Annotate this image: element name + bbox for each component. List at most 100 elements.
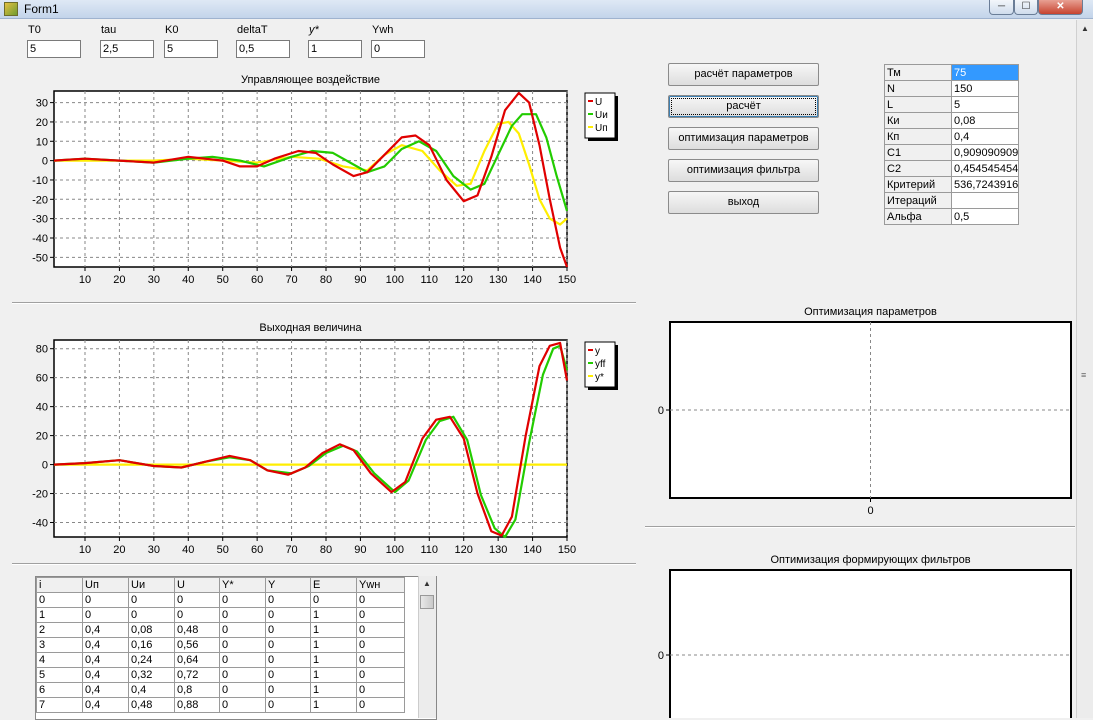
param-value[interactable]: 536,7243916 [951, 176, 1019, 193]
grid-cell[interactable]: 0 [219, 607, 266, 623]
grid-cell[interactable]: 0 [356, 652, 405, 668]
grid-cell[interactable]: 0,16 [128, 637, 175, 653]
param-input-deltat[interactable] [236, 40, 290, 58]
window-scrollbar[interactable]: ▲ ≡ [1076, 20, 1093, 718]
grid-column-header[interactable]: U [174, 577, 220, 593]
grid-cell[interactable]: 0,8 [174, 682, 220, 698]
grid-cell[interactable]: 0 [310, 592, 357, 608]
param-row[interactable]: C1 0,909090909 [884, 144, 1019, 161]
grid-cell[interactable]: 1 [310, 667, 357, 683]
grid-cell[interactable]: 0 [265, 667, 311, 683]
grid-cell[interactable]: 4 [36, 652, 83, 668]
grid-cell[interactable]: 0 [174, 592, 220, 608]
scroll-up-icon[interactable]: ▲ [423, 579, 431, 588]
grid-cell[interactable]: 0 [265, 682, 311, 698]
grid-cell[interactable]: 0 [356, 682, 405, 698]
grid-cell[interactable]: 7 [36, 697, 83, 713]
grid-cell[interactable]: 0 [356, 697, 405, 713]
grid-column-header[interactable]: Uп [82, 577, 129, 593]
param-row[interactable]: Ки 0,08 [884, 112, 1019, 129]
grid-cell[interactable]: 0 [356, 622, 405, 638]
grid-cell[interactable]: 0 [356, 607, 405, 623]
grid-cell[interactable]: 0 [265, 697, 311, 713]
grid-cell[interactable]: 1 [310, 607, 357, 623]
param-value[interactable]: 0,4 [951, 128, 1019, 145]
grid-cell[interactable]: 0 [128, 607, 175, 623]
grid-cell[interactable]: 1 [310, 637, 357, 653]
param-row[interactable]: Кп 0,4 [884, 128, 1019, 145]
param-value[interactable]: 0,08 [951, 112, 1019, 129]
param-row[interactable]: Критерий 536,7243916 [884, 176, 1019, 193]
param-value[interactable] [951, 192, 1019, 209]
minimize-button[interactable]: ─ [989, 0, 1014, 15]
grid-cell[interactable]: 0 [82, 607, 129, 623]
grid-cell[interactable]: 0,72 [174, 667, 220, 683]
grid-cell[interactable]: 0,64 [174, 652, 220, 668]
param-value[interactable]: 5 [951, 96, 1019, 113]
grid-cell[interactable]: 0,4 [82, 697, 129, 713]
grid-cell[interactable]: 1 [310, 682, 357, 698]
grid-cell[interactable]: 0 [356, 637, 405, 653]
grid-cell[interactable]: 2 [36, 622, 83, 638]
param-input-ywh[interactable] [371, 40, 425, 58]
maximize-button[interactable]: ☐ [1014, 0, 1038, 15]
calc-button[interactable]: расчёт [668, 95, 819, 118]
param-value[interactable]: 0,909090909 [951, 144, 1019, 161]
grid-cell[interactable]: 0 [174, 607, 220, 623]
grid-row[interactable]: 5 0,4 0,32 0,72 0 0 1 0 [36, 667, 405, 683]
exit-button[interactable]: выход [668, 191, 819, 214]
grid-column-header[interactable]: Y* [219, 577, 266, 593]
grid-cell[interactable]: 0,32 [128, 667, 175, 683]
param-input-t0[interactable] [27, 40, 81, 58]
grid-column-header[interactable]: Uи [128, 577, 175, 593]
grid-cell[interactable]: 0 [219, 652, 266, 668]
grid-cell[interactable]: 5 [36, 667, 83, 683]
grid-cell[interactable]: 0,08 [128, 622, 175, 638]
grid-cell[interactable]: 0,48 [174, 622, 220, 638]
grid-cell[interactable]: 0 [128, 592, 175, 608]
grid-cell[interactable]: 0,4 [128, 682, 175, 698]
grid-cell[interactable]: 0,4 [82, 682, 129, 698]
grid-cell[interactable]: 0 [265, 622, 311, 638]
param-input-tau[interactable] [100, 40, 154, 58]
param-row[interactable]: Итераций [884, 192, 1019, 209]
grid-cell[interactable]: 0 [219, 592, 266, 608]
param-row[interactable]: N 150 [884, 80, 1019, 97]
grid-row[interactable]: 4 0,4 0,24 0,64 0 0 1 0 [36, 652, 405, 668]
grid-column-header[interactable]: Ywн [356, 577, 405, 593]
param-input-k0[interactable] [164, 40, 218, 58]
grid-cell[interactable]: 0 [219, 637, 266, 653]
param-input-ystar[interactable] [308, 40, 362, 58]
grid-cell[interactable]: 1 [310, 652, 357, 668]
close-button[interactable]: ✕ [1038, 0, 1083, 15]
optimize-filter-button[interactable]: оптимизация фильтра [668, 159, 819, 182]
grid-cell[interactable]: 3 [36, 637, 83, 653]
grid-cell[interactable]: 6 [36, 682, 83, 698]
grid-cell[interactable]: 0,4 [82, 652, 129, 668]
grid-cell[interactable]: 0 [219, 667, 266, 683]
grid-cell[interactable]: 0 [356, 592, 405, 608]
grid-cell[interactable]: 0 [265, 637, 311, 653]
calc-params-button[interactable]: расчёт параметров [668, 63, 819, 86]
grid-row[interactable]: 2 0,4 0,08 0,48 0 0 1 0 [36, 622, 405, 638]
grid-cell[interactable]: 0,4 [82, 667, 129, 683]
grid-cell[interactable]: 1 [310, 622, 357, 638]
scroll-grip-icon[interactable]: ≡ [1081, 370, 1087, 380]
grid-scrollbar[interactable]: ▲ [418, 576, 436, 718]
grid-cell[interactable]: 0 [265, 652, 311, 668]
param-value[interactable]: 75 [951, 64, 1019, 81]
scroll-thumb[interactable] [420, 595, 434, 609]
param-row[interactable]: Альфа 0,5 [884, 208, 1019, 225]
grid-cell[interactable]: 0,4 [82, 622, 129, 638]
param-value[interactable]: 150 [951, 80, 1019, 97]
param-value[interactable]: 0,5 [951, 208, 1019, 225]
grid-cell[interactable]: 0,48 [128, 697, 175, 713]
param-row[interactable]: Тм 75 [884, 64, 1019, 81]
scroll-up-icon[interactable]: ▲ [1081, 24, 1089, 33]
optimize-params-button[interactable]: оптимизация параметров [668, 127, 819, 150]
grid-row[interactable]: 7 0,4 0,48 0,88 0 0 1 0 [36, 697, 405, 713]
results-grid[interactable]: i Uп Uи U Y* Y E Ywн 0 0 0 0 0 0 0 0 1 0 0 0 0 0 1 0 2 0,4 0,08 0,4… [35, 576, 437, 720]
grid-cell[interactable]: 1 [310, 697, 357, 713]
